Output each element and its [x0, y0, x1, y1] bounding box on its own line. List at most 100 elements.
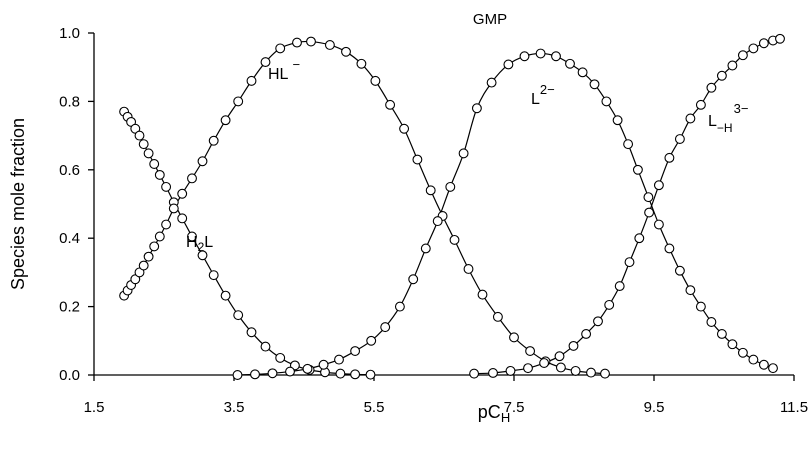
- data-point: [318, 359, 329, 370]
- data-point: [695, 301, 706, 312]
- data-point: [737, 50, 748, 61]
- data-point: [425, 185, 436, 196]
- data-point: [674, 134, 685, 144]
- y-tick-label: 0.8: [59, 93, 80, 110]
- data-point: [260, 57, 271, 68]
- data-point: [488, 368, 498, 378]
- data-point: [748, 354, 759, 365]
- annotation-h2l-sub: 2: [198, 240, 205, 254]
- data-point: [168, 203, 179, 214]
- x-axis-label: pCH: [478, 402, 510, 425]
- x-tick-label: 7.5: [504, 399, 525, 416]
- data-point: [674, 265, 685, 276]
- data-point: [748, 43, 759, 54]
- data-point: [525, 346, 536, 357]
- data-point: [220, 290, 231, 301]
- data-point: [154, 169, 165, 180]
- data-point: [177, 188, 188, 199]
- data-point: [138, 260, 149, 271]
- data-point: [539, 358, 550, 368]
- data-point: [664, 152, 675, 163]
- annotation-l2-sup: 2−: [540, 82, 555, 97]
- data-point: [149, 241, 160, 252]
- data-point: [727, 339, 738, 350]
- data-point: [143, 251, 154, 262]
- data-point: [758, 359, 769, 370]
- data-point: [471, 103, 482, 114]
- series-markers: [119, 33, 785, 380]
- data-point: [503, 59, 514, 70]
- data-point: [366, 335, 377, 346]
- annotation-l2: L2−: [531, 82, 555, 108]
- annotation-lh3: L−H3−: [708, 101, 748, 135]
- data-point: [593, 316, 603, 327]
- data-point: [486, 77, 497, 88]
- y-tick-label: 0.2: [59, 299, 80, 316]
- data-point: [197, 250, 208, 261]
- data-point: [324, 40, 335, 50]
- x-axis-label-main: pC: [478, 402, 501, 422]
- annotation-h2l-base: H: [186, 234, 198, 251]
- data-point: [365, 369, 376, 380]
- data-point: [246, 327, 257, 338]
- data-point: [551, 51, 561, 62]
- data-point: [208, 270, 219, 281]
- y-tick-label: 0.0: [59, 367, 80, 384]
- data-point: [706, 82, 717, 93]
- data-point: [568, 340, 579, 351]
- data-point: [187, 173, 197, 184]
- data-point: [600, 368, 610, 379]
- data-point: [604, 299, 615, 310]
- annotation-lh3-base: L: [708, 113, 717, 130]
- x-tick-label: 3.5: [224, 399, 245, 416]
- data-point: [302, 363, 313, 374]
- data-point: [555, 362, 566, 373]
- data-point: [341, 46, 351, 57]
- data-point: [154, 231, 165, 242]
- data-point: [634, 233, 645, 244]
- data-point: [685, 285, 696, 296]
- data-point: [250, 369, 260, 380]
- data-point: [356, 58, 367, 69]
- annotation-hl-base: HL: [268, 66, 289, 83]
- data-point: [570, 365, 581, 376]
- chart-title: GMP: [473, 11, 507, 28]
- data-point: [623, 139, 634, 150]
- annotation-lh3-sub: −H: [717, 121, 733, 135]
- data-point: [523, 363, 533, 374]
- x-axis-label-sub: H: [501, 410, 510, 425]
- data-point: [208, 135, 219, 146]
- data-point: [412, 154, 423, 165]
- data-point: [306, 36, 316, 47]
- annotation-hl-sup: −: [292, 57, 300, 72]
- annotation-hl: HL−: [268, 57, 300, 83]
- y-axis-ticks: 0.0 0.2 0.4 0.6 0.8 1.0: [59, 25, 94, 384]
- data-point: [614, 281, 625, 292]
- data-point: [380, 322, 391, 333]
- data-point: [643, 192, 654, 203]
- y-tick-label: 0.4: [59, 230, 80, 247]
- data-point: [267, 368, 278, 379]
- data-point: [716, 329, 727, 339]
- annotation-h2l-tail: L: [204, 234, 213, 251]
- data-point: [177, 213, 188, 224]
- series-line-3: [474, 38, 781, 375]
- data-point: [565, 58, 575, 69]
- data-point: [260, 341, 271, 352]
- data-point: [275, 43, 286, 54]
- data-point: [477, 289, 488, 300]
- x-tick-label: 11.5: [780, 399, 808, 416]
- data-point: [233, 96, 244, 107]
- data-point: [285, 366, 295, 377]
- data-point: [335, 368, 346, 379]
- data-point: [408, 274, 419, 285]
- data-point: [220, 115, 231, 126]
- plot-frame: [93, 33, 794, 376]
- data-point: [653, 219, 664, 230]
- data-point: [246, 75, 257, 86]
- data-point: [644, 207, 655, 218]
- data-point: [685, 113, 696, 124]
- data-point: [758, 38, 769, 49]
- x-tick-label: 1.5: [84, 399, 105, 416]
- data-point: [420, 243, 431, 254]
